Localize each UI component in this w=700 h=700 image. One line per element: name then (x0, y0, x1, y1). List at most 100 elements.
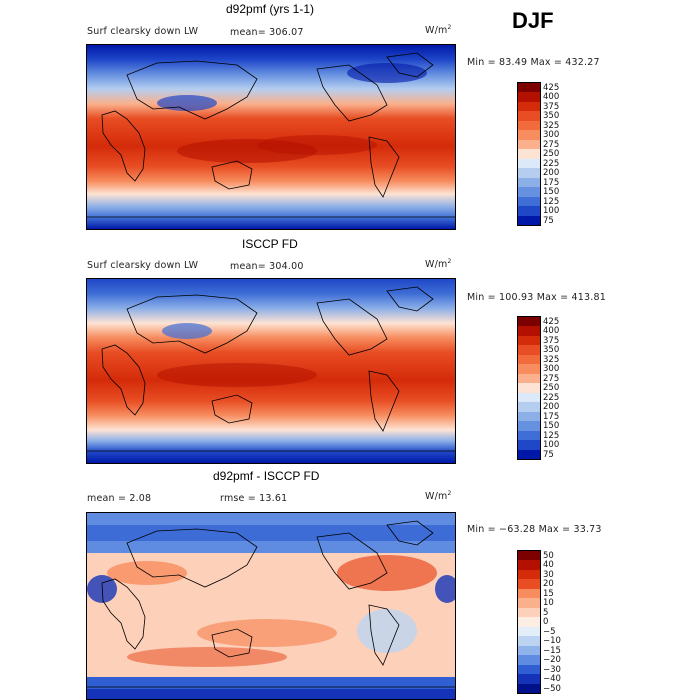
colorbar-swatch (518, 92, 540, 102)
colorbar-tick-label: 175 (543, 411, 560, 422)
panel1-variable: Surf clearsky down LW (87, 26, 199, 37)
colorbar-swatch (518, 83, 540, 93)
colorbar-swatch (518, 645, 540, 656)
colorbar-swatch (518, 683, 540, 693)
colorbar-tick-label: −15 (543, 645, 561, 656)
panel3-rmse: rmse = 13.61 (220, 493, 288, 504)
colorbar-swatch (518, 588, 540, 599)
panel2-colorbar (517, 316, 541, 460)
colorbar-tick-label: 150 (543, 421, 560, 432)
colorbar-swatch (518, 139, 540, 150)
colorbar-tick-label: 225 (543, 392, 560, 403)
colorbar-swatch (518, 373, 540, 384)
colorbar-swatch (518, 674, 540, 684)
colorbar-swatch (518, 551, 540, 561)
panel2-mean: mean= 304.00 (230, 261, 304, 272)
colorbar-swatch (518, 196, 540, 207)
colorbar-tick-label: 375 (543, 101, 560, 112)
colorbar-tick-label: 15 (543, 588, 554, 599)
panel3-units: W/m2 (425, 490, 452, 503)
colorbar-swatch (518, 402, 540, 412)
colorbar-tick-label: −30 (543, 664, 561, 675)
colorbar-swatch (518, 335, 540, 346)
colorbar-swatch (518, 569, 540, 580)
colorbar-swatch (518, 664, 540, 675)
colorbar-swatch (518, 626, 540, 637)
colorbar-swatch (518, 383, 540, 393)
colorbar-tick-label: −20 (543, 655, 561, 666)
colorbar-tick-label: 400 (543, 92, 560, 103)
panel2-units: W/m2 (425, 258, 452, 271)
colorbar-tick-label: 30 (543, 569, 554, 580)
colorbar-swatch (518, 130, 540, 140)
colorbar-tick-label: 350 (543, 111, 560, 122)
colorbar-tick-label: −40 (543, 674, 561, 685)
colorbar-tick-label: 150 (543, 187, 560, 198)
colorbar-tick-label: 200 (543, 402, 560, 413)
colorbar-tick-label: 275 (543, 373, 560, 384)
colorbar-tick-label: 275 (543, 139, 560, 150)
colorbar-swatch (518, 579, 540, 589)
colorbar-swatch (518, 440, 540, 450)
colorbar-tick-label: 20 (543, 579, 554, 590)
colorbar-tick-label: 50 (543, 551, 554, 561)
panel3-mean: mean = 2.08 (87, 493, 152, 504)
colorbar-tick-label: 10 (543, 598, 554, 609)
colorbar-tick-label: 400 (543, 326, 560, 337)
panel1-mean: mean= 306.07 (230, 27, 304, 38)
colorbar-swatch (518, 215, 540, 225)
colorbar-tick-label: 300 (543, 364, 560, 375)
colorbar-swatch (518, 392, 540, 403)
colorbar-tick-label: 75 (543, 449, 554, 460)
colorbar-swatch (518, 636, 540, 646)
colorbar-swatch (518, 317, 540, 327)
colorbar-swatch (518, 187, 540, 197)
colorbar-swatch (518, 364, 540, 374)
panel2-map (86, 278, 456, 464)
panel1-map (86, 44, 456, 230)
colorbar-swatch (518, 149, 540, 159)
colorbar-swatch (518, 326, 540, 336)
panel3-map (86, 512, 456, 700)
colorbar-swatch (518, 607, 540, 618)
colorbar-swatch (518, 177, 540, 188)
colorbar-tick-label: 300 (543, 130, 560, 141)
colorbar-swatch (518, 111, 540, 121)
panel3-minmax: Min = −63.28 Max = 33.73 (467, 524, 602, 535)
colorbar-swatch (518, 617, 540, 627)
colorbar-tick-label: 350 (543, 345, 560, 356)
colorbar-swatch (518, 598, 540, 608)
colorbar-swatch (518, 206, 540, 216)
colorbar-tick-label: −10 (543, 636, 561, 647)
colorbar-swatch (518, 655, 540, 665)
colorbar-tick-label: −5 (543, 626, 556, 637)
colorbar-tick-label: 375 (543, 335, 560, 346)
colorbar-tick-label: −50 (543, 683, 561, 694)
colorbar-tick-label: 250 (543, 149, 560, 160)
panel3-colorbar (517, 550, 541, 694)
colorbar-swatch (518, 120, 540, 131)
colorbar-swatch (518, 421, 540, 431)
colorbar-swatch (518, 158, 540, 169)
panel1-colorbar (517, 82, 541, 226)
colorbar-tick-label: 250 (543, 383, 560, 394)
colorbar-tick-label: 325 (543, 120, 560, 131)
panel1-title: d92pmf (yrs 1-1) (226, 2, 315, 16)
colorbar-tick-label: 75 (543, 215, 554, 226)
colorbar-tick-label: 425 (543, 83, 560, 93)
colorbar-tick-label: 0 (543, 617, 549, 628)
colorbar-tick-label: 40 (543, 560, 554, 571)
colorbar-swatch (518, 560, 540, 570)
colorbar-tick-label: 125 (543, 196, 560, 207)
panel2-minmax: Min = 100.93 Max = 413.81 (467, 292, 606, 303)
season-label: DJF (512, 8, 554, 33)
panel2-variable: Surf clearsky down LW (87, 260, 199, 271)
panel1-units: W/m2 (425, 24, 452, 37)
colorbar-swatch (518, 168, 540, 178)
colorbar-tick-label: 100 (543, 206, 560, 217)
colorbar-tick-label: 325 (543, 354, 560, 365)
colorbar-tick-label: 175 (543, 177, 560, 188)
colorbar-swatch (518, 411, 540, 422)
colorbar-tick-label: 100 (543, 440, 560, 451)
colorbar-tick-label: 5 (543, 607, 549, 618)
